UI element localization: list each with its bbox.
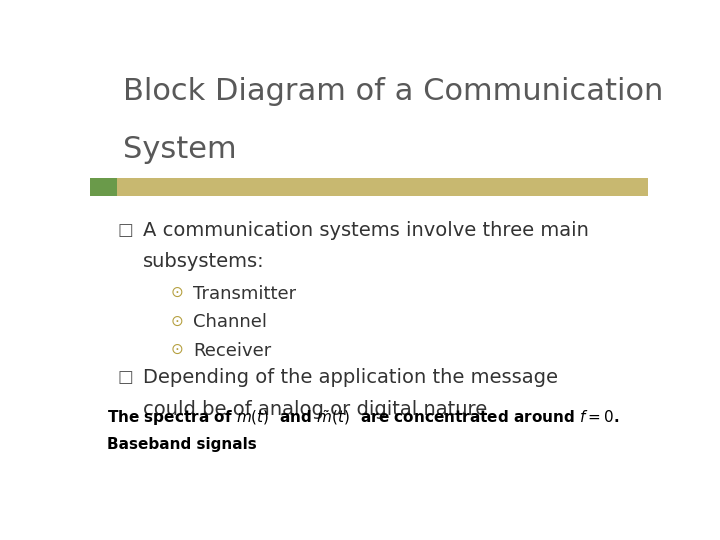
Text: ⊙: ⊙	[171, 285, 184, 300]
Text: subsystems:: subsystems:	[143, 252, 265, 271]
Text: □: □	[118, 221, 134, 239]
Text: The spectra of $m(t)$  and $\tilde{m}(t)$  are concentrated around $f = 0$.: The spectra of $m(t)$ and $\tilde{m}(t)$…	[107, 408, 619, 428]
Text: A communication systems involve three main: A communication systems involve three ma…	[143, 221, 589, 240]
Text: Block Diagram of a Communication: Block Diagram of a Communication	[124, 77, 664, 106]
Text: Depending of the application the message: Depending of the application the message	[143, 368, 558, 387]
Text: ⊙: ⊙	[171, 342, 184, 357]
Text: ⊙: ⊙	[171, 313, 184, 328]
Text: Baseband signals: Baseband signals	[107, 437, 256, 452]
Text: □: □	[118, 368, 134, 386]
Text: Channel: Channel	[193, 313, 267, 332]
Text: could be of analog or digital nature: could be of analog or digital nature	[143, 400, 487, 419]
Text: System: System	[124, 136, 237, 165]
Text: Receiver: Receiver	[193, 342, 271, 360]
Text: Transmitter: Transmitter	[193, 285, 297, 303]
FancyBboxPatch shape	[90, 178, 117, 196]
FancyBboxPatch shape	[117, 178, 648, 196]
